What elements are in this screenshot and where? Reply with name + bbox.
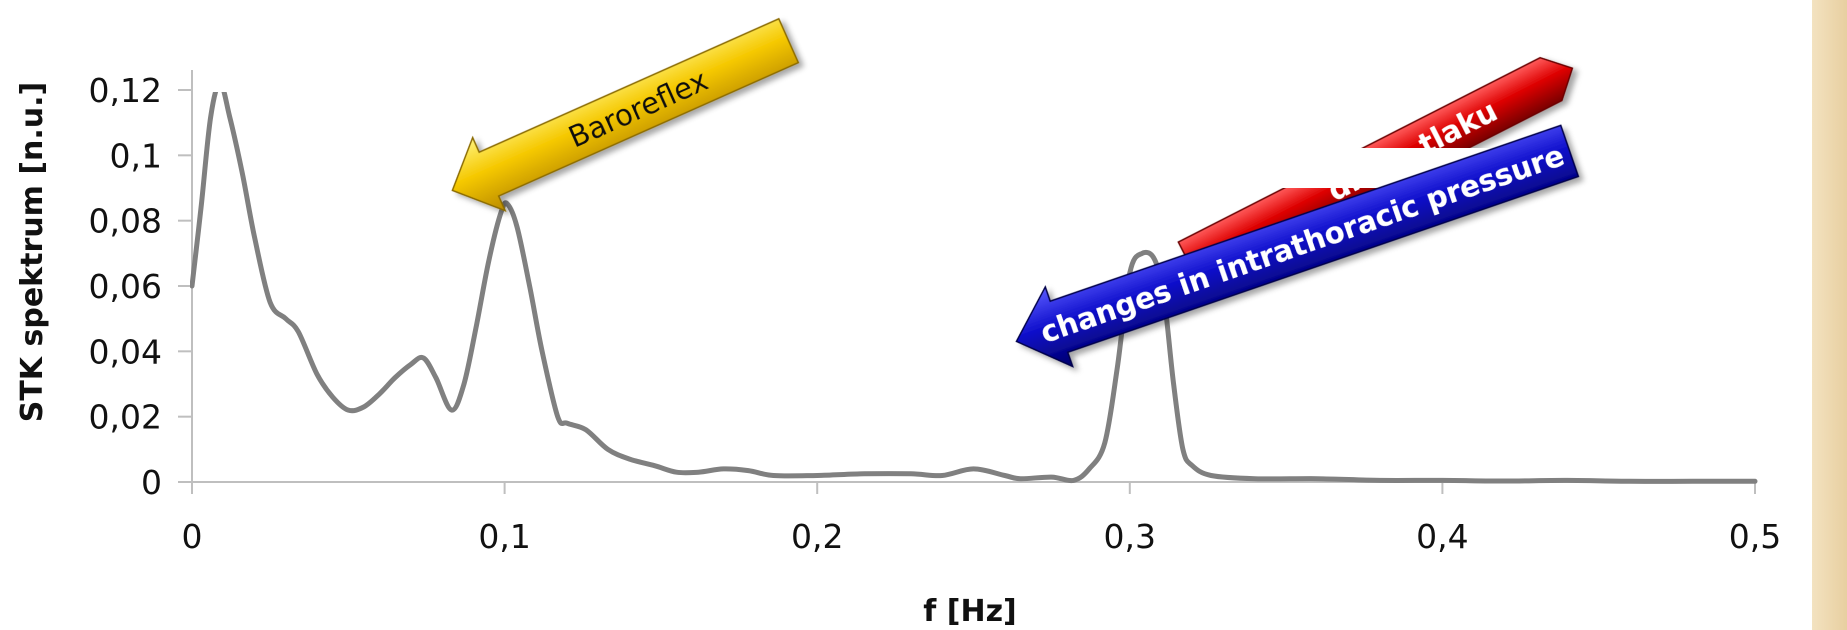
y-tick-label: 0,02 [89,398,162,437]
x-tick-label: 0,4 [1416,517,1468,556]
yellow-annotation-arrow: Baroreflex [451,17,800,213]
x-tick-labels: 0 0,1 0,2 0,3 0,4 0,5 [182,482,1781,556]
x-tick-label: 0,1 [478,517,530,556]
y-tick-label: 0,04 [89,332,162,371]
y-tick-label: 0 [141,463,162,502]
x-tick-label: 0,2 [791,517,843,556]
y-tick-label: 0,12 [89,71,162,110]
axes [191,70,1755,483]
series-line-0 [190,92,1758,484]
x-axis-title: f [Hz] [923,594,1017,629]
series-group [190,92,1758,484]
y-tick-label: 0,08 [89,202,162,241]
x-tick-label: 0,3 [1104,517,1156,556]
x-tick-label: 0 [182,517,203,556]
y-axis-title: STK spektrum [n.u.] [15,82,50,423]
y-tick-label: 0,06 [89,267,162,306]
right-background-strip [1812,0,1847,630]
y-tick-labels: 0 0,02 0,04 0,06 0,08 0,1 0,12 [89,71,192,502]
x-tick-label: 0,5 [1729,517,1781,556]
y-tick-label: 0,1 [110,136,162,175]
